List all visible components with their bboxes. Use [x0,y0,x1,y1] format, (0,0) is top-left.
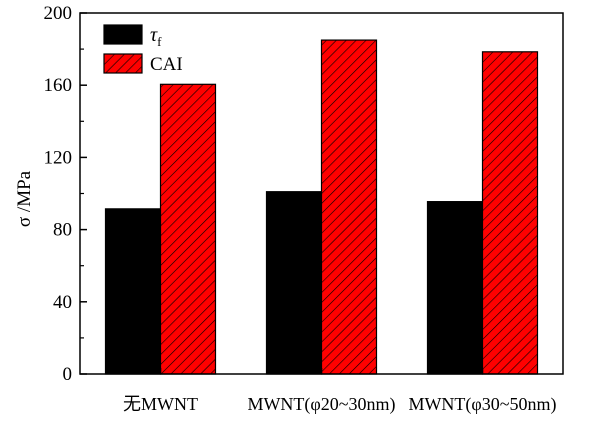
bar-tau-f-0 [104,208,162,375]
x-category-label: MWNT(φ20~30nm) [247,394,395,415]
y-axis-label: σ /MPa [14,170,35,227]
y-tick-label: 40 [53,292,72,313]
bar-tau-f-2 [426,201,484,375]
x-category-label: 无MWNT [123,394,198,414]
bars-group [104,39,539,375]
y-tick-label: 80 [53,220,72,241]
legend-label-main: CAI [150,54,183,75]
bar-tau-f-1 [265,191,323,375]
bar-cai-1 [320,39,378,375]
x-category-label: MWNT(φ30~50nm) [408,394,556,415]
y-tick-label: 160 [44,75,73,96]
y-ticks-group: 0 40 80 120 160 200 [44,3,87,385]
y-tick-label: 120 [44,147,73,168]
legend-label-main: τ [150,24,158,46]
legend: τf CAI [103,24,183,75]
legend-label-tau-f: τf [150,24,162,49]
legend-swatch-tau-f [103,24,143,45]
y-tick-label: 0 [63,364,73,385]
bar-cai-2 [481,51,539,375]
legend-label-cai: CAI [150,54,183,75]
x-category-labels: 无MWNT MWNT(φ20~30nm) MWNT(φ30~50nm) [123,394,557,415]
bar-cai-0 [159,83,217,375]
legend-label-subscript: f [157,34,162,49]
legend-swatch-cai [103,53,143,74]
y-tick-label: 200 [44,3,73,24]
